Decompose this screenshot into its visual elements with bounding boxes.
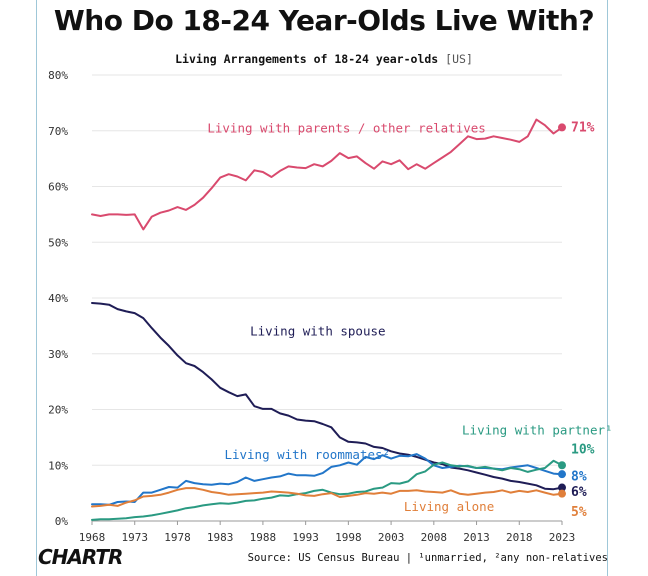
series-line-living-alone — [91, 487, 563, 508]
y-tick-label: 50% — [48, 236, 68, 249]
chart-subtitle: Living Arrangements of 18-24 year-olds [… — [0, 52, 648, 66]
x-tick-label: 2023 — [549, 531, 576, 544]
x-tick-label: 1993 — [292, 531, 319, 544]
series-annotation: Living with spouse — [250, 323, 385, 338]
series-annotation: Living with parents / other relatives — [207, 120, 485, 135]
y-tick-label: 80% — [48, 69, 68, 82]
end-value-label: 71% — [571, 120, 595, 135]
end-point-living-with-roommates — [558, 470, 566, 479]
end-point-living-with-parents-other-relatives — [558, 123, 566, 132]
end-point-living-with-partner — [558, 461, 566, 470]
series-line-living-with-spouse — [91, 302, 563, 491]
grid-layer — [92, 74, 562, 522]
x-tick-label: 1998 — [335, 531, 362, 544]
y-tick-label: 20% — [48, 404, 68, 417]
end-point-living-alone — [558, 489, 566, 498]
end-value-label: 6% — [571, 485, 587, 500]
y-tick-label: 0% — [55, 515, 69, 528]
y-tick-label: 30% — [48, 348, 68, 361]
series-line-living-with-partner — [91, 459, 563, 521]
series-annotation: Living alone — [404, 499, 494, 514]
x-tick-label: 1973 — [121, 531, 148, 544]
y-tick-label: 60% — [48, 181, 68, 194]
x-tick-label: 1968 — [79, 531, 106, 544]
x-tick-label: 2003 — [378, 531, 405, 544]
series-layer — [91, 118, 566, 521]
end-point-living-with-spouse — [558, 483, 566, 492]
series-annotation: Living with roommates² — [224, 447, 390, 462]
subtitle-tag: [US] — [445, 52, 473, 66]
y-tick-label: 10% — [48, 459, 68, 472]
x-tick-label: 1978 — [164, 531, 191, 544]
series-line-living-with-parents-other-relatives — [91, 118, 563, 231]
subtitle-main: Living Arrangements of 18-24 year-olds — [175, 52, 439, 66]
y-tick-label: 40% — [48, 292, 68, 305]
x-tick-label: 1983 — [207, 531, 234, 544]
chart-card — [36, 0, 608, 576]
axis-layer: 0% 10% 20% 30% 40% 50% 60% 70% 80% 1968 1973 1978 19… — [48, 69, 575, 544]
x-tick-label: 2008 — [421, 531, 448, 544]
y-tick-label: 70% — [48, 125, 68, 138]
label-layer: 71% 6%8% 10% 5% Living with parents / other … — [207, 120, 612, 520]
brand-logo: CHARTR — [38, 545, 123, 569]
series-annotation: Living with partner¹ — [462, 423, 613, 438]
end-value-label: 10% — [571, 443, 595, 458]
end-value-label: 5% — [571, 505, 587, 520]
x-tick-label: 1988 — [250, 531, 277, 544]
chart-title: Who Do 18-24 Year-Olds Live With? — [53, 4, 595, 37]
source-note: Source: US Census Bureau | ¹unmarried, ²… — [247, 552, 608, 564]
x-tick-label: 2018 — [506, 531, 533, 544]
end-value-label: 8% — [571, 469, 587, 484]
x-tick-label: 2013 — [463, 531, 490, 544]
